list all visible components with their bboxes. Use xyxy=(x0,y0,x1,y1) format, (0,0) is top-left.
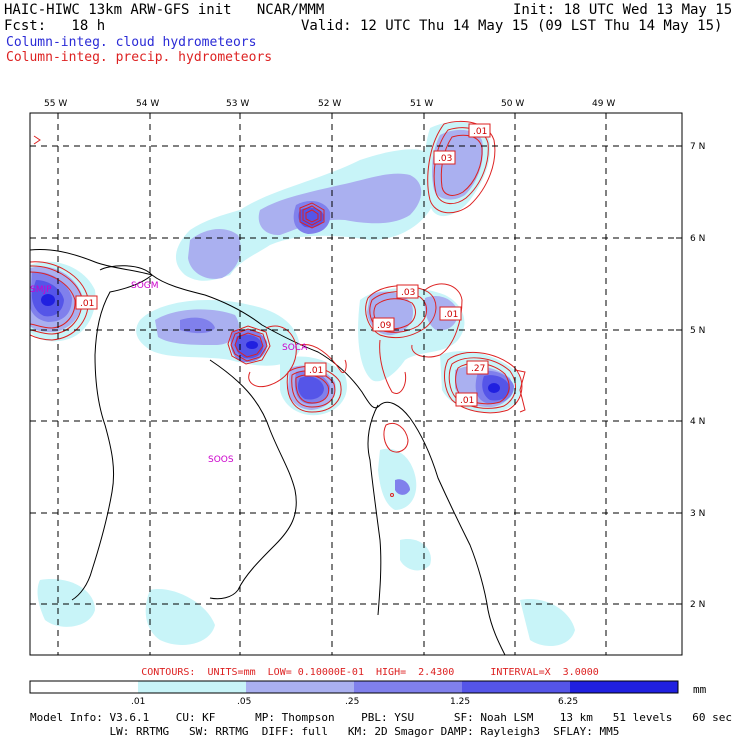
legend-swatch-4 xyxy=(462,681,570,693)
legend-value-1: .05 xyxy=(237,697,251,707)
station-soca: SOCA xyxy=(282,343,308,353)
legend-swatch-0 xyxy=(30,681,138,693)
lon-label-53w: 53 W xyxy=(226,99,249,109)
svg-text:.01: .01 xyxy=(80,299,94,309)
contour-label: .01 xyxy=(468,123,491,138)
station-soos: SOOS xyxy=(208,455,234,465)
model-info-line-2: LW: RRTMG SW: RRTMG DIFF: full KM: 2D Sm… xyxy=(30,725,620,738)
forecast-hour: Fcst: 18 h xyxy=(4,18,106,34)
contour-label: .03 xyxy=(396,284,419,299)
svg-text:.27: .27 xyxy=(471,364,485,374)
lat-label-5n: 5 N xyxy=(690,326,705,336)
fill-level-5 xyxy=(41,294,500,393)
lat-label-4n: 4 N xyxy=(690,417,705,427)
fill-level-2 xyxy=(30,129,512,410)
lon-label-51w: 51 W xyxy=(410,99,433,109)
legend-swatch-5 xyxy=(570,681,678,693)
station-labels: SMJP SOGM SOCA SOOS xyxy=(30,281,308,465)
svg-text:.01: .01 xyxy=(460,396,474,406)
lon-label-55w: 55 W xyxy=(44,99,67,109)
init-time: Init: 18 UTC Wed 13 May 15 xyxy=(513,2,733,18)
field-label-precip: Column-integ. precip. hydrometeors xyxy=(6,50,273,65)
map-frame xyxy=(29,112,683,656)
axis-ticks xyxy=(57,113,682,605)
station-sogm: SOGM xyxy=(131,281,159,291)
model-info-line-1: Model Info: V3.6.1 CU: KF MP: Thompson P… xyxy=(30,711,732,724)
contour-label: .09 xyxy=(372,317,395,332)
legend-value-0: .01 xyxy=(131,697,145,707)
legend-value-2: .25 xyxy=(345,697,359,707)
legend-value-3: 1.25 xyxy=(450,697,470,707)
valid-time: Valid: 12 UTC Thu 14 May 15 (09 LST Thu … xyxy=(301,18,723,34)
lon-label-49w: 49 W xyxy=(592,99,615,109)
contour-label: .01 xyxy=(455,392,478,407)
lat-label-2n: 2 N xyxy=(690,600,705,610)
svg-text:.03: .03 xyxy=(401,288,415,298)
station-smjp: SMJP xyxy=(30,285,52,295)
svg-text:.03: .03 xyxy=(438,154,452,164)
svg-text:.01: .01 xyxy=(309,366,323,376)
contour-label: .01 xyxy=(304,362,327,377)
legend-swatch-1 xyxy=(138,681,246,693)
field-label-cloud: Column-integ. cloud hydrometeors xyxy=(6,35,257,50)
lon-label-52w: 52 W xyxy=(318,99,341,109)
legend-swatch-2 xyxy=(246,681,354,693)
longitude-labels: 55 W 54 W 53 W 52 W 51 W 50 W 49 W xyxy=(44,99,615,109)
lat-label-3n: 3 N xyxy=(690,509,705,519)
map-fields xyxy=(30,113,682,655)
svg-text:.01: .01 xyxy=(444,310,458,320)
contour-label: .27 xyxy=(466,360,489,375)
contour-label: .01 xyxy=(439,306,462,321)
plot-title: HAIC-HIWC 13km ARW-GFS init NCAR/MMM xyxy=(4,2,325,18)
svg-text:.01: .01 xyxy=(473,127,487,137)
svg-text:.09: .09 xyxy=(377,321,392,331)
contour-value-labels: .01 .03 .01 .03 .09 .01 .01 .27 .01 xyxy=(75,123,491,407)
coastlines xyxy=(30,249,506,655)
legend-value-4: 6.25 xyxy=(558,697,578,707)
legend-swatch-3 xyxy=(354,681,462,693)
graticule xyxy=(30,113,682,655)
contour-info: CONTOURS: UNITS=mm LOW= 0.10000E-01 HIGH… xyxy=(141,667,599,678)
legend-units: mm xyxy=(693,683,707,696)
lat-label-7n: 7 N xyxy=(690,142,705,152)
lon-label-50w: 50 W xyxy=(501,99,524,109)
contour-label: .01 xyxy=(75,295,98,310)
color-legend: .01 .05 .25 1.25 6.25 xyxy=(29,680,679,707)
lat-label-6n: 6 N xyxy=(690,234,705,244)
lon-label-54w: 54 W xyxy=(136,99,159,109)
contour-label: .03 xyxy=(433,150,456,165)
latitude-labels: 7 N 6 N 5 N 4 N 3 N 2 N xyxy=(690,142,705,610)
